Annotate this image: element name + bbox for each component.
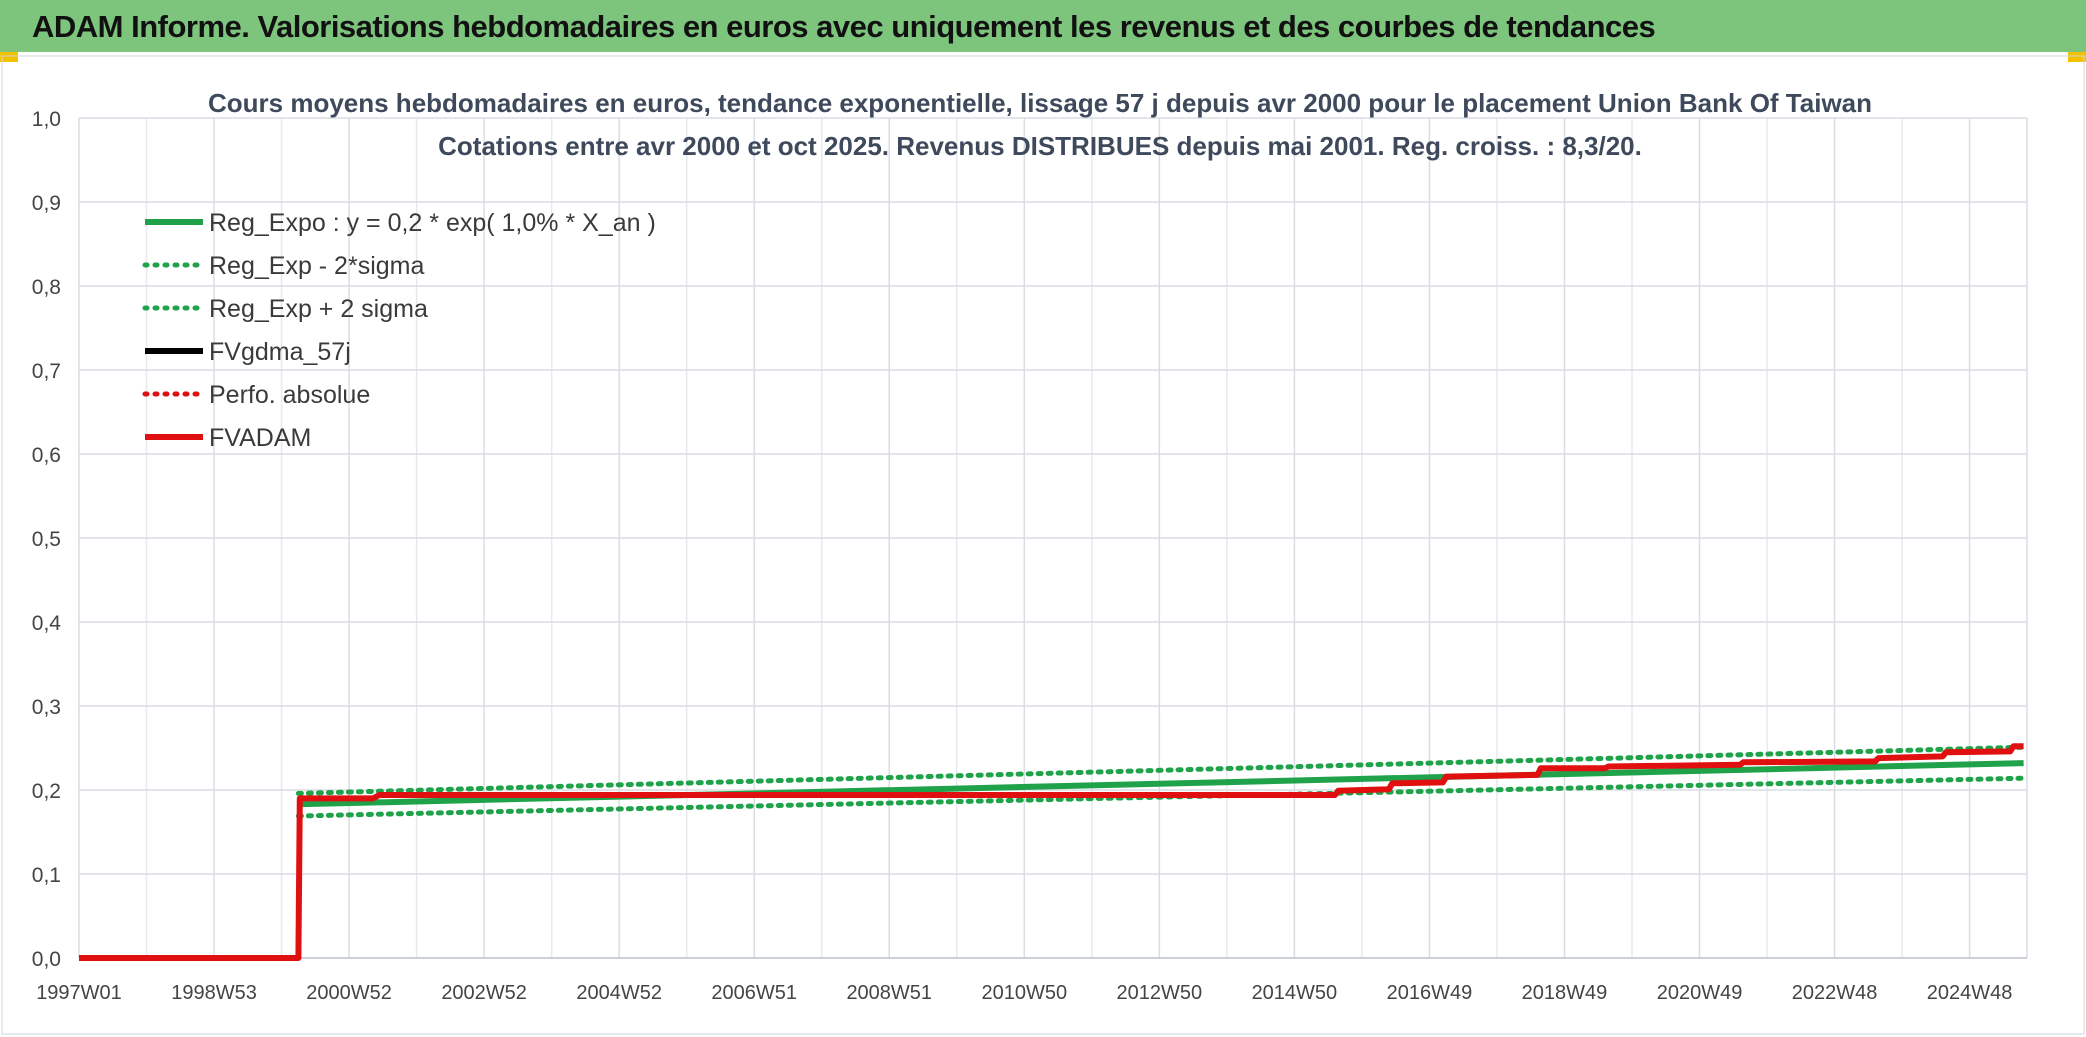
legend-label: Reg_Expo : y = 0,2 * exp( 1,0% * X_an ) xyxy=(209,209,656,237)
y-tick-label: 0,8 xyxy=(32,276,61,299)
x-tick-label: 2018W49 xyxy=(1522,982,1608,1004)
legend-label: FVADAM xyxy=(209,424,311,452)
grid xyxy=(78,117,2028,959)
x-tick-label: 1997W01 xyxy=(36,982,122,1004)
corner-marker xyxy=(0,52,18,62)
chart-title-line-1: Cours moyens hebdomadaires en euros, ten… xyxy=(208,88,1872,118)
legend-label: Perfo. absolue xyxy=(209,381,370,409)
legend-label: FVgdma_57j xyxy=(209,338,351,366)
series-line xyxy=(295,744,2027,796)
x-tick-label: 2022W48 xyxy=(1792,982,1878,1004)
x-tick-label: 2024W48 xyxy=(1927,982,2013,1004)
y-tick-label: 0,4 xyxy=(32,612,62,635)
y-tick-label: 0,0 xyxy=(32,948,61,971)
x-tick-label: 2020W49 xyxy=(1657,982,1743,1004)
corner-marker xyxy=(2068,52,2086,62)
axes: 0,0 0,1 0,2 0,3 0,4 0,5 0,6 0,7 0,8 0,9 1,0 1997W01… xyxy=(32,108,2027,1004)
y-tick-label: 0,3 xyxy=(32,696,61,719)
series-layer xyxy=(79,743,2027,961)
x-tick-label: 2010W50 xyxy=(981,982,1067,1004)
legend-label: Reg_Exp + 2 sigma xyxy=(209,295,428,323)
x-tick-label: 2006W51 xyxy=(711,982,797,1004)
page-title: ADAM Informe. Valorisations hebdomadaire… xyxy=(32,9,1656,44)
legend: Reg_Expo : y = 0,2 * exp( 1,0% * X_an ) R… xyxy=(142,209,656,452)
series-line xyxy=(79,743,2024,961)
y-tick-label: 1,0 xyxy=(32,108,61,131)
y-tick-label: 0,7 xyxy=(32,360,61,383)
y-tick-label: 0,1 xyxy=(32,864,61,887)
x-tick-label: 2004W52 xyxy=(576,982,662,1004)
legend-label: Reg_Exp - 2*sigma xyxy=(209,252,424,280)
y-tick-label: 0,2 xyxy=(32,780,61,803)
chart-title-line-2: Cotations entre avr 2000 et oct 2025. Re… xyxy=(438,131,1642,161)
y-tick-label: 0,5 xyxy=(32,528,61,551)
x-tick-label: 2012W50 xyxy=(1117,982,1203,1004)
y-tick-label: 0,6 xyxy=(32,444,61,467)
header-bar: ADAM Informe. Valorisations hebdomadaire… xyxy=(0,0,2086,52)
plot-border xyxy=(1,55,2085,1035)
x-tick-label: 2014W50 xyxy=(1252,982,1338,1004)
x-tick-label: 1998W53 xyxy=(171,982,257,1004)
x-tick-label: 2008W51 xyxy=(846,982,932,1004)
x-tick-label: 2002W52 xyxy=(441,982,527,1004)
x-tick-label: 2016W49 xyxy=(1387,982,1473,1004)
y-tick-label: 0,9 xyxy=(32,192,61,215)
x-tick-label: 2000W52 xyxy=(306,982,392,1004)
